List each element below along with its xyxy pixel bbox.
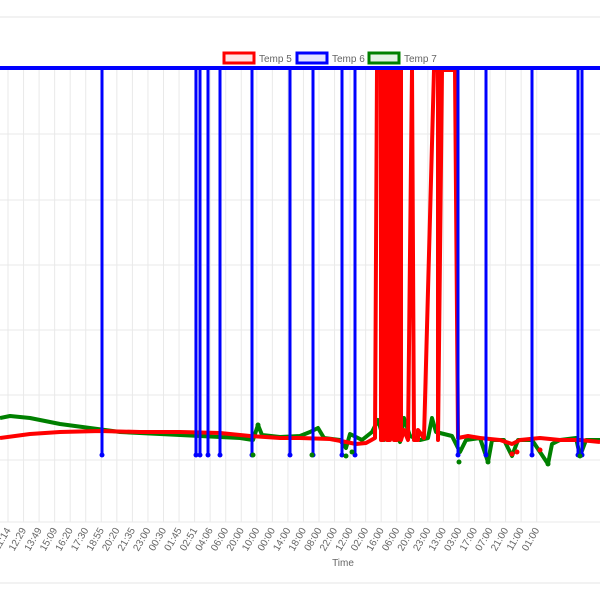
- series-point-temp-6: [339, 452, 345, 458]
- series-lines: [0, 66, 600, 467]
- series-point-temp-6: [197, 452, 203, 458]
- legend-label[interactable]: Temp 5: [259, 54, 292, 65]
- series-point-temp-5: [537, 447, 543, 453]
- series-point-temp-7: [343, 453, 349, 459]
- series-point-temp-7: [485, 459, 491, 465]
- x-axis-ticks: 11:1412:2913:4915:0916:2017:3018:5520:20…: [0, 526, 543, 554]
- series-point-temp-6: [217, 452, 223, 458]
- series-point-temp-6: [287, 452, 293, 458]
- series-point-temp-6: [193, 452, 199, 458]
- series-point-temp-7: [456, 459, 462, 465]
- series-point-temp-5: [514, 449, 520, 455]
- series-point-temp-7: [250, 452, 256, 458]
- series-point-temp-6: [529, 452, 535, 458]
- series-point-temp-7: [577, 453, 583, 459]
- series-point-temp-7: [349, 449, 355, 455]
- legend-swatch[interactable]: [295, 51, 329, 65]
- series-line-temp-5: [0, 68, 600, 446]
- series-point-temp-5: [509, 451, 515, 457]
- series-point-temp-6: [205, 452, 211, 458]
- legend-label[interactable]: Temp 7: [404, 54, 437, 65]
- series-point-temp-6: [99, 452, 105, 458]
- x-axis-title: Time: [332, 558, 354, 569]
- legend-swatch[interactable]: [367, 51, 401, 65]
- series-point-temp-7: [545, 461, 551, 467]
- series-point-temp-6: [483, 452, 489, 458]
- legend-swatch[interactable]: [222, 51, 256, 65]
- series-point-temp-7: [255, 422, 261, 428]
- series-point-temp-6: [455, 452, 461, 458]
- series-point-temp-7: [309, 452, 315, 458]
- legend-label[interactable]: Temp 6: [332, 54, 365, 65]
- legend: Temp 5 Temp 6 Temp 7: [222, 51, 437, 65]
